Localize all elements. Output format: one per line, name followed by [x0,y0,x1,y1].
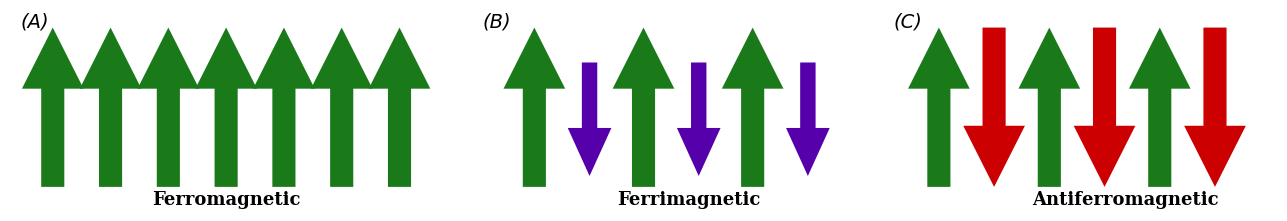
FancyArrow shape [613,28,674,187]
FancyArrow shape [909,28,969,187]
Text: (C): (C) [894,12,923,31]
FancyArrow shape [568,63,611,176]
FancyArrow shape [368,28,430,187]
FancyArrow shape [1018,28,1080,187]
Text: Ferrimagnetic: Ferrimagnetic [616,191,761,209]
Text: Ferromagnetic: Ferromagnetic [152,191,300,209]
FancyArrow shape [722,28,784,187]
FancyArrow shape [80,28,142,187]
FancyArrow shape [138,28,199,187]
FancyArrow shape [1184,28,1246,187]
FancyArrow shape [677,63,721,176]
FancyArrow shape [963,28,1024,187]
Text: (A): (A) [21,12,49,31]
Text: Antiferromagnetic: Antiferromagnetic [1032,191,1219,209]
FancyArrow shape [196,28,257,187]
FancyArrow shape [1129,28,1190,187]
FancyArrow shape [254,28,315,187]
FancyArrow shape [311,28,372,187]
FancyArrow shape [1073,28,1135,187]
FancyArrow shape [503,28,565,187]
FancyArrow shape [22,28,84,187]
Text: (B): (B) [483,12,512,31]
FancyArrow shape [786,63,830,176]
